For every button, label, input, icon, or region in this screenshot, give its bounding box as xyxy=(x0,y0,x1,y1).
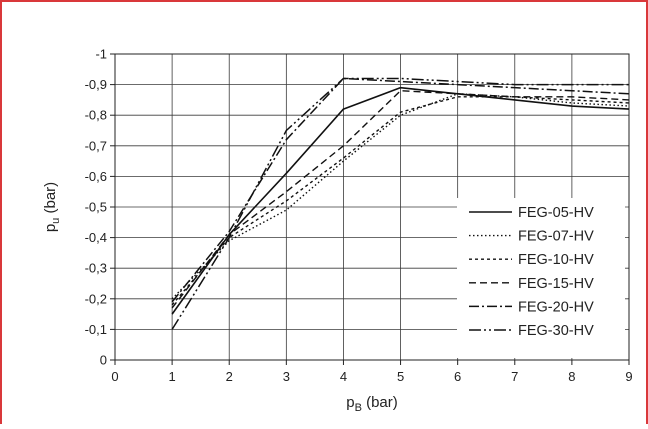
x-tick-label: 8 xyxy=(568,369,575,384)
series-line-feg-05-hv xyxy=(171,86,630,315)
y-tick-label: -0,7 xyxy=(85,138,107,153)
x-tick-label: 3 xyxy=(283,369,290,384)
y-axis-label: pu (bar) xyxy=(42,182,62,232)
y-axis-label-unit: (bar) xyxy=(42,182,59,218)
y-tick-label: -0,3 xyxy=(85,261,107,276)
legend-label: FEG-07-HV xyxy=(518,229,594,245)
legend-label: FEG-05-HV xyxy=(518,205,594,221)
line-chart: 0-0,1-0,2-0,3-0,4-0,5-0,6-0,7-0,8-0,9-1 … xyxy=(42,47,633,415)
series-line-feg-10-hv xyxy=(171,96,630,306)
series-line-feg-30-hv xyxy=(171,77,629,330)
x-axis-label: pB (bar) xyxy=(346,394,398,414)
x-tick-label: 4 xyxy=(340,369,347,384)
y-tick-label: -0,9 xyxy=(85,77,107,92)
legend-label: FEG-20-HV xyxy=(518,299,594,315)
y-tick-label: -0,2 xyxy=(85,291,107,306)
legend-label: FEG-30-HV xyxy=(518,323,594,339)
y-tick-label: -0,6 xyxy=(85,169,107,184)
x-tick-label: 2 xyxy=(226,369,233,384)
x-axis-ticks: 0 1 2 3 4 5 6 7 8 9 xyxy=(111,360,633,384)
legend: FEG-05-HV FEG-07-HV FEG-10-HV FEG-15-HV FEG-… xyxy=(457,198,625,358)
x-axis-label-main: p xyxy=(346,394,354,411)
legend-label: FEG-10-HV xyxy=(518,252,594,268)
x-tick-label: 0 xyxy=(111,369,118,384)
series-line-feg-20-hv xyxy=(171,77,630,303)
y-tick-label: 0 xyxy=(100,353,107,368)
x-axis-label-subscript: B xyxy=(355,402,362,414)
x-tick-label: 9 xyxy=(625,369,632,384)
x-axis-label-unit: (bar) xyxy=(362,394,398,411)
y-axis-label-main: p xyxy=(42,224,59,232)
series-lines xyxy=(171,77,630,330)
y-tick-label: -0,5 xyxy=(85,200,107,215)
legend-background xyxy=(457,198,625,358)
x-tick-label: 1 xyxy=(168,369,175,384)
y-axis-label-subscript: u xyxy=(50,218,62,224)
y-tick-label: -0,1 xyxy=(85,322,107,337)
y-tick-label: -1 xyxy=(95,47,107,62)
x-tick-label: 6 xyxy=(454,369,461,384)
x-tick-label: 7 xyxy=(511,369,518,384)
x-tick-label: 5 xyxy=(397,369,404,384)
y-tick-label: -0,8 xyxy=(85,108,107,123)
series-line-feg-15-hv xyxy=(171,90,630,309)
y-tick-label: -0,4 xyxy=(85,230,107,245)
legend-label: FEG-15-HV xyxy=(518,276,594,292)
y-axis-ticks: 0 -0,1 -0,2 -0,3 -0,4 -0,5 -0,6 -0,7 -0,8 -0,9 -1 xyxy=(85,47,115,368)
